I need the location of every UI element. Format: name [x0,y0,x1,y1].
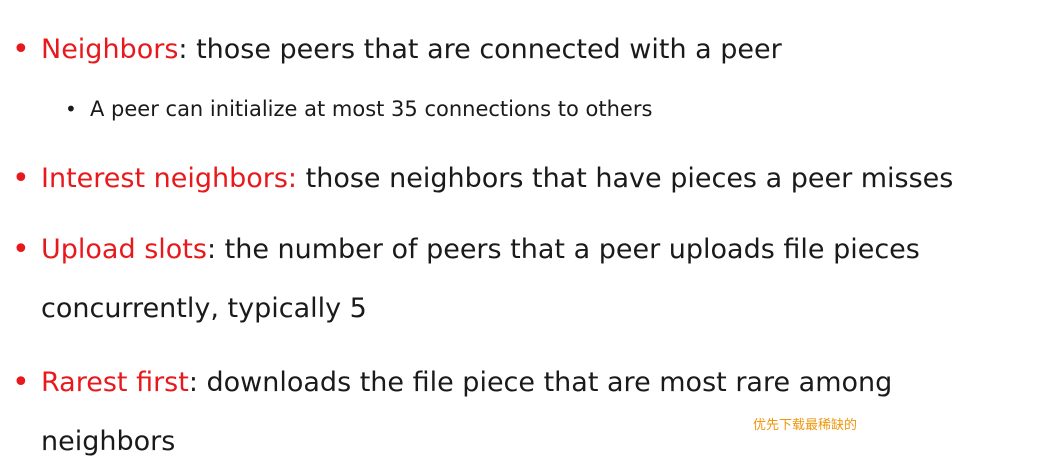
bullet-dot: • [12,32,30,67]
bullet-line: Interest neighbors: those neighbors that… [41,149,953,209]
term-rarest-first: Rarest first [41,367,189,398]
definition-upload-slots: : the number of peers that a peer upload… [206,234,920,265]
term-interest-neighbors: Interest neighbors: [41,163,298,194]
bullet-dot: • [12,161,30,196]
definition-neighbors: : those peers that are connected with a … [178,34,782,65]
term-neighbors: Neighbors [41,34,179,65]
bullet-dot: • [12,365,30,400]
term-upload-slots: Upload slots [41,234,207,265]
definition-interest-neighbors: those neighbors that have pieces a peer … [297,163,954,194]
definition-rarest-first: : downloads the file piece that are most… [188,367,893,398]
chinese-annotation: 优先下载最稀缺的 [753,418,858,433]
bullet-line: Rarest first: downloads the file piece t… [41,353,892,413]
sub-bullet-text: A peer can initialize at most 35 connect… [90,97,653,121]
bullet-line: Neighbors: those peers that are connecte… [41,20,782,80]
bullet-continuation-line: concurrently, typically 5 [41,293,367,324]
sub-bullet-dot: • [65,97,77,121]
bullet-line: Upload slots: the number of peers that a… [41,220,920,280]
bullet-dot: • [12,232,30,267]
bullet-continuation-line: neighbors [41,426,176,457]
